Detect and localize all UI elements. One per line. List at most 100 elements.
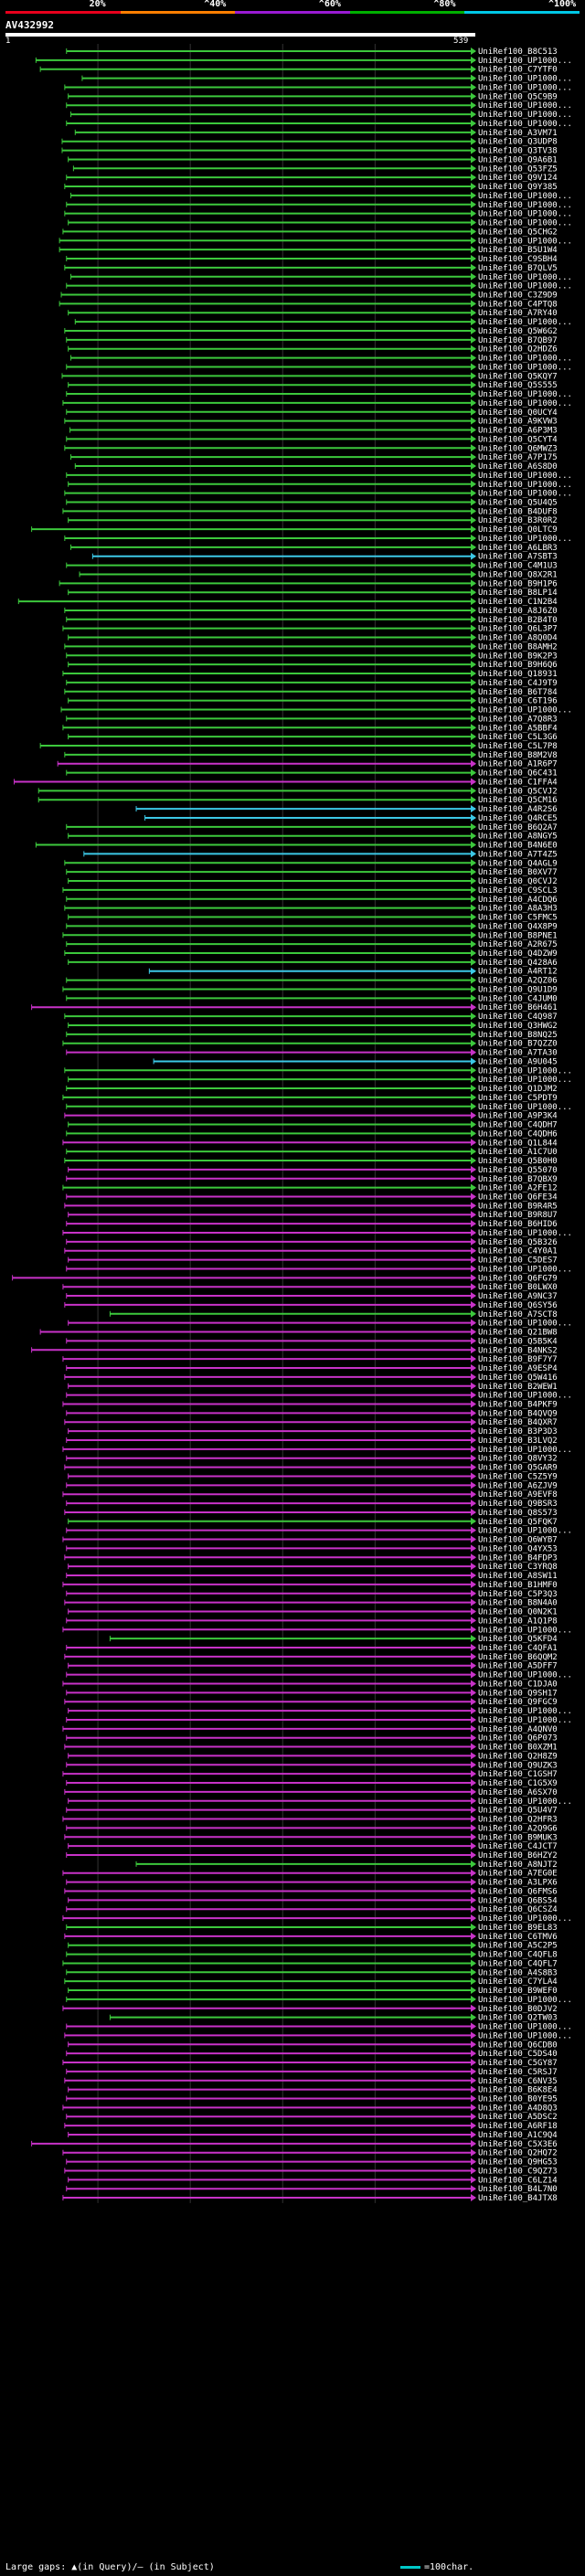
hit-label[interactable]: UniRef100_C4QFL8: [478, 1951, 558, 1960]
hit-label[interactable]: UniRef100_A9U045: [478, 1057, 558, 1066]
hit-label[interactable]: UniRef100_C5DS40: [478, 2050, 558, 2059]
hit-label[interactable]: UniRef100_Q4X8P9: [478, 922, 558, 931]
hit-label[interactable]: UniRef100_A8NGY5: [478, 832, 558, 842]
hit-label[interactable]: UniRef100_Q2HQ72: [478, 2149, 558, 2158]
hit-label[interactable]: UniRef100_UP1000...: [478, 1103, 572, 1112]
hit-label[interactable]: UniRef100_Q5C9B9: [478, 92, 558, 101]
hit-label[interactable]: UniRef100_Q0LTC9: [478, 525, 558, 535]
hit-label[interactable]: UniRef100_A1C7U0: [478, 1148, 558, 1157]
hit-label[interactable]: UniRef100_C5FMC5: [478, 914, 558, 923]
hit-label[interactable]: UniRef100_Q9U1D9: [478, 985, 558, 994]
hit-label[interactable]: UniRef100_Q5B326: [478, 1238, 558, 1247]
hit-label[interactable]: UniRef100_B7QLV5: [478, 264, 558, 273]
hit-label[interactable]: UniRef100_B3LVQ2: [478, 1436, 558, 1446]
hit-label[interactable]: UniRef100_B2B4T0: [478, 616, 558, 625]
hit-label[interactable]: UniRef100_C5P3Q3: [478, 1590, 558, 1599]
hit-label[interactable]: UniRef100_UP1000...: [478, 1527, 572, 1536]
hit-label[interactable]: UniRef100_UP1000...: [478, 1716, 572, 1725]
hit-label[interactable]: UniRef100_B6K8E4: [478, 2086, 558, 2095]
hit-label[interactable]: UniRef100_A3LPX6: [478, 1879, 558, 1888]
hit-label[interactable]: UniRef100_C5L3G6: [478, 733, 558, 742]
hit-label[interactable]: UniRef100_B0YE95: [478, 2094, 558, 2104]
hit-label[interactable]: UniRef100_C4JCT7: [478, 1842, 558, 1851]
hit-label[interactable]: UniRef100_B7QBX9: [478, 1175, 558, 1184]
hit-label[interactable]: UniRef100_B4L7N0: [478, 2185, 558, 2194]
hit-label[interactable]: UniRef100_B9R8U7: [478, 1211, 558, 1220]
hit-label[interactable]: UniRef100_A8SW11: [478, 1572, 558, 1581]
hit-label[interactable]: UniRef100_B0LWX0: [478, 1283, 558, 1292]
hit-label[interactable]: UniRef100_A7TA30: [478, 1049, 558, 1058]
hit-label[interactable]: UniRef100_B8AMH2: [478, 642, 558, 652]
hit-label[interactable]: UniRef100_A6LBR3: [478, 544, 558, 553]
hit-label[interactable]: UniRef100_C5GY87: [478, 2059, 558, 2068]
hit-label[interactable]: UniRef100_B9WEF0: [478, 1987, 558, 1996]
hit-label[interactable]: UniRef100_A4CDQ6: [478, 896, 558, 905]
hit-label[interactable]: UniRef100_C4J9T9: [478, 679, 558, 688]
hit-label[interactable]: UniRef100_Q0UCY4: [478, 408, 558, 418]
hit-label[interactable]: UniRef100_A3VM71: [478, 129, 558, 138]
hit-label[interactable]: UniRef100_B4DUF8: [478, 507, 558, 516]
hit-label[interactable]: UniRef100_Q0CVJ2: [478, 877, 558, 886]
hit-label[interactable]: UniRef100_Q3TV38: [478, 147, 558, 156]
hit-label[interactable]: UniRef100_Q5S555: [478, 381, 558, 390]
hit-label[interactable]: UniRef100_B4PKF9: [478, 1401, 558, 1410]
hit-label[interactable]: UniRef100_UP1000...: [478, 219, 572, 228]
hit-label[interactable]: UniRef100_UP1000...: [478, 83, 572, 92]
hit-label[interactable]: UniRef100_A2Q9G6: [478, 1824, 558, 1833]
hit-label[interactable]: UniRef100_Q9FGC9: [478, 1698, 558, 1707]
hit-label[interactable]: UniRef100_Q5W416: [478, 1373, 558, 1383]
hit-label[interactable]: UniRef100_Q9A6B1: [478, 155, 558, 164]
hit-label[interactable]: UniRef100_UP1000...: [478, 1066, 572, 1076]
hit-label[interactable]: UniRef100_A4QNV0: [478, 1725, 558, 1734]
hit-label[interactable]: UniRef100_B0XV77: [478, 868, 558, 877]
hit-label[interactable]: UniRef100_B0XZM1: [478, 1744, 558, 1753]
hit-label[interactable]: UniRef100_C4Q987: [478, 1012, 558, 1022]
hit-label[interactable]: UniRef100_C4Y0A1: [478, 1247, 558, 1256]
hit-label[interactable]: UniRef100_UP1000...: [478, 318, 572, 327]
hit-label[interactable]: UniRef100_C5PDT9: [478, 1094, 558, 1103]
hit-label[interactable]: UniRef100_Q4DZW9: [478, 949, 558, 959]
hit-label[interactable]: UniRef100_Q5U4Q5: [478, 499, 558, 508]
hit-label[interactable]: UniRef100_UP1000...: [478, 2031, 572, 2041]
hit-label[interactable]: UniRef100_B6HID6: [478, 1220, 558, 1229]
hit-label[interactable]: UniRef100_C6TMV6: [478, 1933, 558, 1942]
hit-label[interactable]: UniRef100_Q2H8Z9: [478, 1752, 558, 1761]
hit-label[interactable]: UniRef100_A8J6Z0: [478, 607, 558, 616]
hit-label[interactable]: UniRef100_UP1000...: [478, 1626, 572, 1635]
hit-label[interactable]: UniRef100_B9EL83: [478, 1924, 558, 1933]
hit-label[interactable]: UniRef100_UP1000...: [478, 535, 572, 544]
hit-label[interactable]: UniRef100_Q2HFR3: [478, 1816, 558, 1825]
hit-label[interactable]: UniRef100_A7P175: [478, 453, 558, 462]
hit-label[interactable]: UniRef100_Q6L3P7: [478, 625, 558, 634]
hit-label[interactable]: UniRef100_C4JUM0: [478, 994, 558, 1003]
hit-label[interactable]: UniRef100_UP1000...: [478, 210, 572, 219]
hit-label[interactable]: UniRef100_C6T196: [478, 697, 558, 706]
hit-label[interactable]: UniRef100_Q6WYB7: [478, 1536, 558, 1545]
hit-label[interactable]: UniRef100_C1FFA4: [478, 778, 558, 787]
hit-label[interactable]: UniRef100_UP1000...: [478, 363, 572, 372]
hit-label[interactable]: UniRef100_Q6MWZ3: [478, 444, 558, 453]
hit-label[interactable]: UniRef100_B8C513: [478, 48, 558, 57]
hit-label[interactable]: UniRef100_B0DJV2: [478, 2005, 558, 2014]
hit-label[interactable]: UniRef100_UP1000...: [478, 1996, 572, 2005]
hit-label[interactable]: UniRef100_B4NKS2: [478, 1346, 558, 1355]
hit-label[interactable]: UniRef100_Q9HG53: [478, 2158, 558, 2168]
hit-label[interactable]: UniRef100_C9QZ73: [478, 2167, 558, 2176]
hit-label[interactable]: UniRef100_C5Z5Y9: [478, 1472, 558, 1481]
hit-label[interactable]: UniRef100_Q4YX53: [478, 1544, 558, 1553]
hit-label[interactable]: UniRef100_C5X3E6: [478, 2140, 558, 2149]
hit-label[interactable]: UniRef100_B6T784: [478, 688, 558, 697]
hit-label[interactable]: UniRef100_C6LZ14: [478, 2176, 558, 2185]
hit-label[interactable]: UniRef100_B9MUK3: [478, 1833, 558, 1842]
hit-label[interactable]: UniRef100_A6SX70: [478, 1788, 558, 1797]
hit-label[interactable]: UniRef100_UP1000...: [478, 1076, 572, 1085]
hit-label[interactable]: UniRef100_UP1000...: [478, 75, 572, 84]
hit-label[interactable]: UniRef100_UP1000...: [478, 1671, 572, 1680]
hit-label[interactable]: UniRef100_B4QXR7: [478, 1418, 558, 1427]
hit-label[interactable]: UniRef100_C1G5X9: [478, 1779, 558, 1788]
hit-label[interactable]: UniRef100_C7YLA4: [478, 1977, 558, 1987]
hit-label[interactable]: UniRef100_C3Z9D9: [478, 291, 558, 300]
hit-label[interactable]: UniRef100_B1HMF0: [478, 1581, 558, 1590]
hit-label[interactable]: UniRef100_Q5CM16: [478, 796, 558, 805]
hit-label[interactable]: UniRef100_UP1000...: [478, 201, 572, 210]
